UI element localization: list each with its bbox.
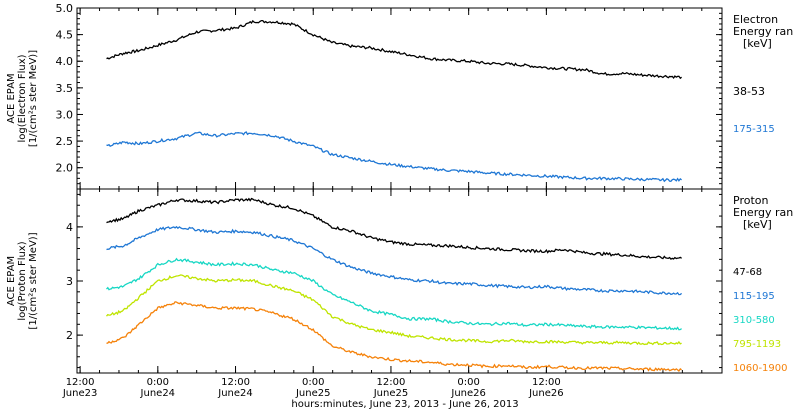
electron-ylabel-line: log(Electron Flux) (17, 54, 28, 142)
xtick-time-label: 0:00 (457, 377, 479, 388)
electron-legend-title: [keV] (743, 37, 772, 50)
proton-legend-title: Proton (733, 194, 768, 207)
electron-legend-entry: 38-53 (733, 85, 765, 98)
proton-ytick-label: 2 (66, 329, 73, 342)
electron-panel: 2.0 2.5 3.0 3.5 4.0 4.5 5.0 ACE EPAM log(Electro… (6, 2, 793, 190)
proton-series-115-195 (106, 225, 683, 296)
x-axis: 12:00June230:00June2412:00June240:00June… (62, 377, 564, 410)
proton-ylabel-line: log(Proton Flux) (17, 241, 28, 320)
proton-legend-entry: 310-580 (733, 315, 775, 326)
proton-panel: 2 3 4 ACE EPAM log(Proton Flux) [1/(cm²s ster… (6, 188, 793, 374)
xtick-date-label: June25 (373, 388, 409, 399)
electron-ytick-label: 4.5 (56, 29, 74, 42)
proton-ylabel-line: [1/(cm²s ster MeV)] (28, 232, 39, 329)
xtick-date-label: June24 (217, 388, 253, 399)
xtick-time-label: 0:00 (302, 377, 324, 388)
x-axis-label: hours:minutes, June 23, 2013 - June 26, … (291, 399, 518, 410)
proton-legend-entry: 795-1193 (733, 339, 781, 350)
electron-legend-entry: 175-315 (733, 124, 775, 135)
electron-ytick-label: 3.0 (56, 108, 74, 121)
proton-ytick-label: 3 (66, 275, 73, 288)
electron-series-175-315 (106, 131, 682, 183)
electron-ytick-label: 5.0 (56, 2, 74, 15)
proton-series-47-68 (106, 197, 682, 260)
xtick-date-label: June25 (295, 388, 331, 399)
electron-series-38-53 (106, 19, 682, 80)
proton-legend-entry: 47-68 (733, 267, 762, 278)
xtick-time-label: 12:00 (221, 377, 250, 388)
xtick-date-label: June26 (450, 388, 486, 399)
xtick-date-label: June26 (528, 388, 564, 399)
electron-ytick-label: 3.5 (56, 82, 74, 95)
proton-legend-entry: 1060-1900 (733, 363, 788, 374)
electron-legend-title: Energy ran (733, 25, 793, 38)
electron-ytick-label: 4.0 (56, 55, 74, 68)
electron-legend-title: Electron (733, 13, 778, 26)
proton-series-1060-1900 (106, 301, 682, 372)
proton-series-795-1193 (105, 274, 682, 346)
electron-ytick-label: 2.0 (56, 162, 74, 175)
electron-ytick-label: 2.5 (56, 135, 74, 148)
proton-ytick-label: 4 (66, 221, 73, 234)
proton-series-310-580 (106, 257, 682, 331)
xtick-date-label: June24 (140, 388, 176, 399)
proton-legend-title: Energy ran (733, 206, 793, 219)
electron-ylabel-line: [1/(cm²s ster MeV)] (28, 50, 39, 147)
proton-legend-entry: 115-195 (733, 291, 775, 302)
xtick-time-label: 12:00 (377, 377, 406, 388)
proton-legend-title: [keV] (743, 218, 772, 231)
proton-plot-frame (76, 188, 723, 374)
xtick-time-label: 12:00 (66, 377, 95, 388)
proton-ylabel-line: ACE EPAM (6, 256, 17, 306)
electron-plot-frame (76, 7, 723, 190)
electron-ylabel-line: ACE EPAM (6, 73, 17, 123)
xtick-date-label: June23 (62, 388, 98, 399)
xtick-time-label: 0:00 (147, 377, 169, 388)
xtick-time-label: 12:00 (532, 377, 561, 388)
